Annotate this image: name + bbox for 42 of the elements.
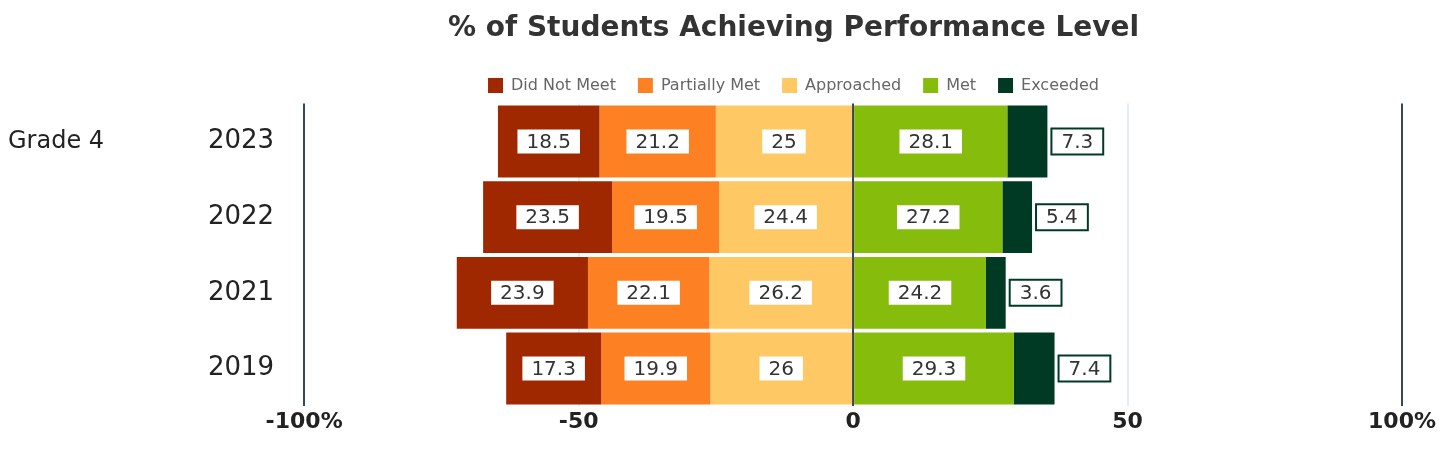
data-label: 3.6 — [1019, 280, 1052, 305]
y-tick-label: 2022 — [208, 199, 275, 230]
data-label: 19.9 — [633, 355, 679, 380]
legend-label: Met — [946, 74, 977, 94]
data-label: 25 — [771, 128, 797, 153]
data-label: 24.2 — [897, 280, 943, 305]
data-label: 24.4 — [763, 204, 808, 229]
legend-label: Exceeded — [1021, 74, 1099, 94]
bar — [1013, 332, 1055, 405]
data-label: 21.2 — [635, 128, 680, 153]
x-tick-label: -50 — [558, 408, 599, 434]
bar — [1007, 105, 1048, 178]
data-label: 26.2 — [758, 280, 803, 305]
data-label: 7.4 — [1068, 355, 1101, 380]
data-label: 7.3 — [1061, 128, 1094, 153]
bar — [715, 105, 853, 178]
data-label: 26 — [768, 355, 794, 380]
x-tick-label: 100% — [1368, 408, 1436, 434]
y-tick-label: 2021 — [208, 275, 275, 306]
y-axis-title: Grade 4 — [8, 125, 105, 154]
x-tick-label: 0 — [845, 408, 861, 434]
bar — [985, 256, 1006, 329]
data-label: 28.1 — [908, 128, 953, 153]
data-label: 22.1 — [626, 280, 671, 305]
bar — [710, 332, 853, 405]
x-tick-label: -100% — [265, 408, 343, 434]
data-label: 5.4 — [1046, 204, 1078, 229]
data-label: 23.5 — [525, 204, 570, 229]
data-label: 18.5 — [526, 128, 571, 153]
data-label: 27.2 — [905, 204, 951, 229]
x-tick-label: 50 — [1112, 408, 1143, 434]
legend-label: Partially Met — [660, 74, 761, 94]
legend-label: Approached — [805, 74, 902, 94]
data-label: 23.9 — [500, 280, 545, 305]
data-label: 29.3 — [911, 355, 957, 380]
data-label: 19.5 — [643, 204, 688, 229]
bar — [1002, 181, 1033, 254]
chart-title: % of Students Achieving Performance Level — [447, 10, 1140, 44]
y-tick-label: 2023 — [208, 124, 275, 155]
data-label: 17.3 — [531, 355, 576, 380]
legend-label: Did Not Meet — [511, 74, 616, 94]
y-tick-label: 2019 — [208, 351, 275, 382]
